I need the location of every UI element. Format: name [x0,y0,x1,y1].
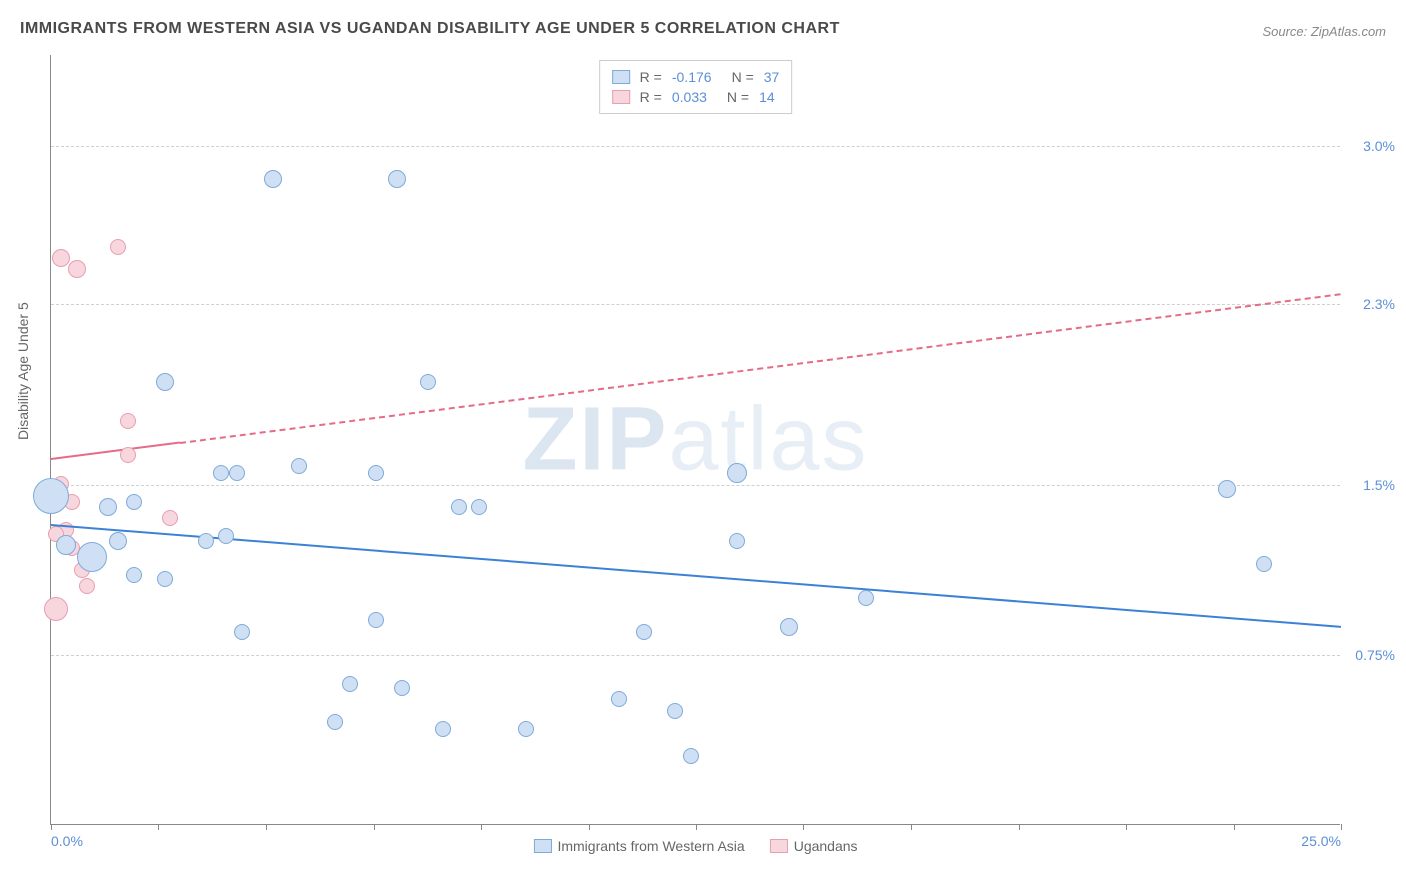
data-point [198,533,214,549]
data-point [218,528,234,544]
y-tick-label: 3.0% [1363,138,1395,154]
data-point [156,373,174,391]
data-point [229,465,245,481]
data-point [518,721,534,737]
data-point [157,571,173,587]
r-label: R = [640,69,662,85]
x-tick-label: 25.0% [1301,833,1341,849]
data-point [342,676,358,692]
data-point [291,458,307,474]
data-point [368,612,384,628]
data-point [79,578,95,594]
data-point [435,721,451,737]
data-point [1256,556,1272,572]
n-label: N = [732,69,754,85]
legend-item: Immigrants from Western Asia [533,838,744,854]
data-point [120,413,136,429]
data-point [99,498,117,516]
data-point [126,567,142,583]
gridline [51,655,1340,656]
x-tick-mark [803,824,804,830]
data-point [33,478,69,514]
r-label: R = [640,89,662,105]
data-point [77,542,107,572]
data-point [611,691,627,707]
x-tick-mark [1126,824,1127,830]
data-point [56,535,76,555]
chart-title: IMMIGRANTS FROM WESTERN ASIA VS UGANDAN … [20,20,840,38]
data-point [120,447,136,463]
y-axis-label: Disability Age Under 5 [15,302,31,440]
data-point [68,260,86,278]
n-label: N = [727,89,749,105]
r-value: -0.176 [672,69,712,85]
x-tick-mark [589,824,590,830]
legend-label: Ugandans [794,838,858,854]
data-point [109,532,127,550]
trend-line-extrapolated [180,293,1341,444]
stats-row: R = -0.176 N = 37 [612,67,780,87]
x-tick-mark [481,824,482,830]
r-value: 0.033 [672,89,707,105]
legend-swatch [770,839,788,853]
data-point [213,465,229,481]
data-point [636,624,652,640]
data-point [44,597,68,621]
legend-swatch [612,70,630,84]
data-point [471,499,487,515]
gridline [51,485,1340,486]
y-tick-label: 2.3% [1363,296,1395,312]
legend-swatch [533,839,551,853]
data-point [729,533,745,549]
x-tick-mark [51,824,52,830]
n-value: 14 [759,89,775,105]
x-tick-mark [1234,824,1235,830]
legend-label: Immigrants from Western Asia [557,838,744,854]
stats-row: R = 0.033 N = 14 [612,87,780,107]
trend-line [51,442,180,461]
y-tick-label: 0.75% [1355,647,1395,663]
x-tick-label: 0.0% [51,833,83,849]
x-tick-mark [158,824,159,830]
source-attribution: Source: ZipAtlas.com [1262,24,1386,39]
watermark-zip: ZIP [522,389,668,489]
data-point [327,714,343,730]
x-tick-mark [266,824,267,830]
n-value: 37 [764,69,780,85]
legend-item: Ugandans [770,838,858,854]
trend-line [51,524,1341,628]
data-point [780,618,798,636]
data-point [451,499,467,515]
gridline [51,304,1340,305]
data-point [52,249,70,267]
data-point [368,465,384,481]
data-point [683,748,699,764]
legend-swatch [612,90,630,104]
x-tick-mark [1019,824,1020,830]
gridline [51,146,1340,147]
data-point [1218,480,1236,498]
data-point [126,494,142,510]
watermark: ZIPatlas [522,388,868,491]
x-tick-mark [911,824,912,830]
data-point [234,624,250,640]
y-tick-label: 1.5% [1363,477,1395,493]
scatter-chart: ZIPatlas R =-0.176N =37R =0.033N =14 Imm… [50,55,1340,825]
watermark-atlas: atlas [668,389,868,489]
x-tick-mark [696,824,697,830]
data-point [727,463,747,483]
data-point [264,170,282,188]
data-point [394,680,410,696]
x-tick-mark [1341,824,1342,830]
data-point [667,703,683,719]
x-tick-mark [374,824,375,830]
series-legend: Immigrants from Western Asia Ugandans [533,838,857,854]
data-point [110,239,126,255]
data-point [420,374,436,390]
data-point [388,170,406,188]
correlation-stats-legend: R = -0.176 N = 37 R = 0.033 N = 14 [599,60,793,114]
data-point [858,590,874,606]
data-point [162,510,178,526]
